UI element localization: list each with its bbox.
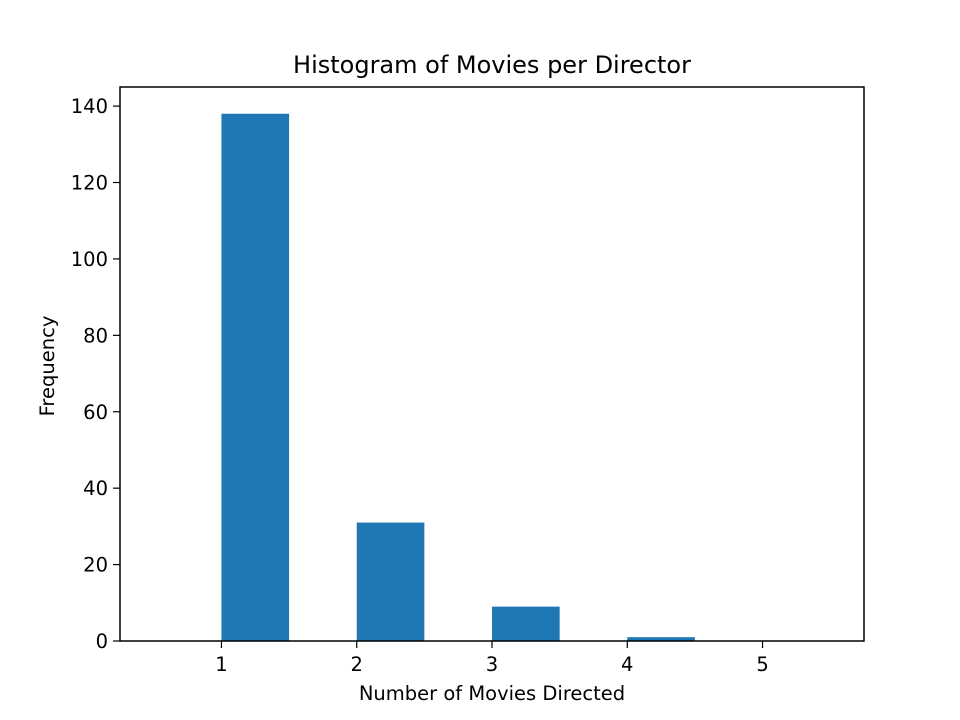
y-tick-label: 0 [96, 630, 108, 653]
x-tick-label: 2 [351, 653, 363, 676]
bars-group [221, 113, 695, 642]
x-tick-label: 1 [215, 653, 227, 676]
y-axis-ticks: 0 20 40 60 80 100 120 140 [71, 95, 120, 653]
x-tick-label: 5 [756, 653, 768, 676]
y-tick-label: 80 [83, 324, 108, 347]
y-tick-label: 120 [71, 172, 108, 195]
y-tick-label: 20 [83, 554, 108, 577]
y-tick-label: 40 [83, 477, 108, 500]
bar-4 [627, 637, 695, 641]
y-tick-label: 140 [71, 95, 108, 118]
x-axis-ticks: 1 2 3 4 5 [215, 641, 769, 676]
y-axis-label: Frequency [36, 316, 59, 417]
x-tick-label: 3 [486, 653, 498, 676]
bar-3 [492, 606, 560, 641]
bar-2 [356, 522, 425, 641]
y-tick-label: 60 [83, 401, 108, 424]
bar-1 [221, 113, 290, 642]
x-tick-label: 4 [621, 653, 633, 676]
y-tick-label: 100 [71, 248, 108, 271]
x-axis-label: Number of Movies Directed [359, 682, 625, 705]
chart-title: Histogram of Movies per Director [293, 51, 691, 79]
